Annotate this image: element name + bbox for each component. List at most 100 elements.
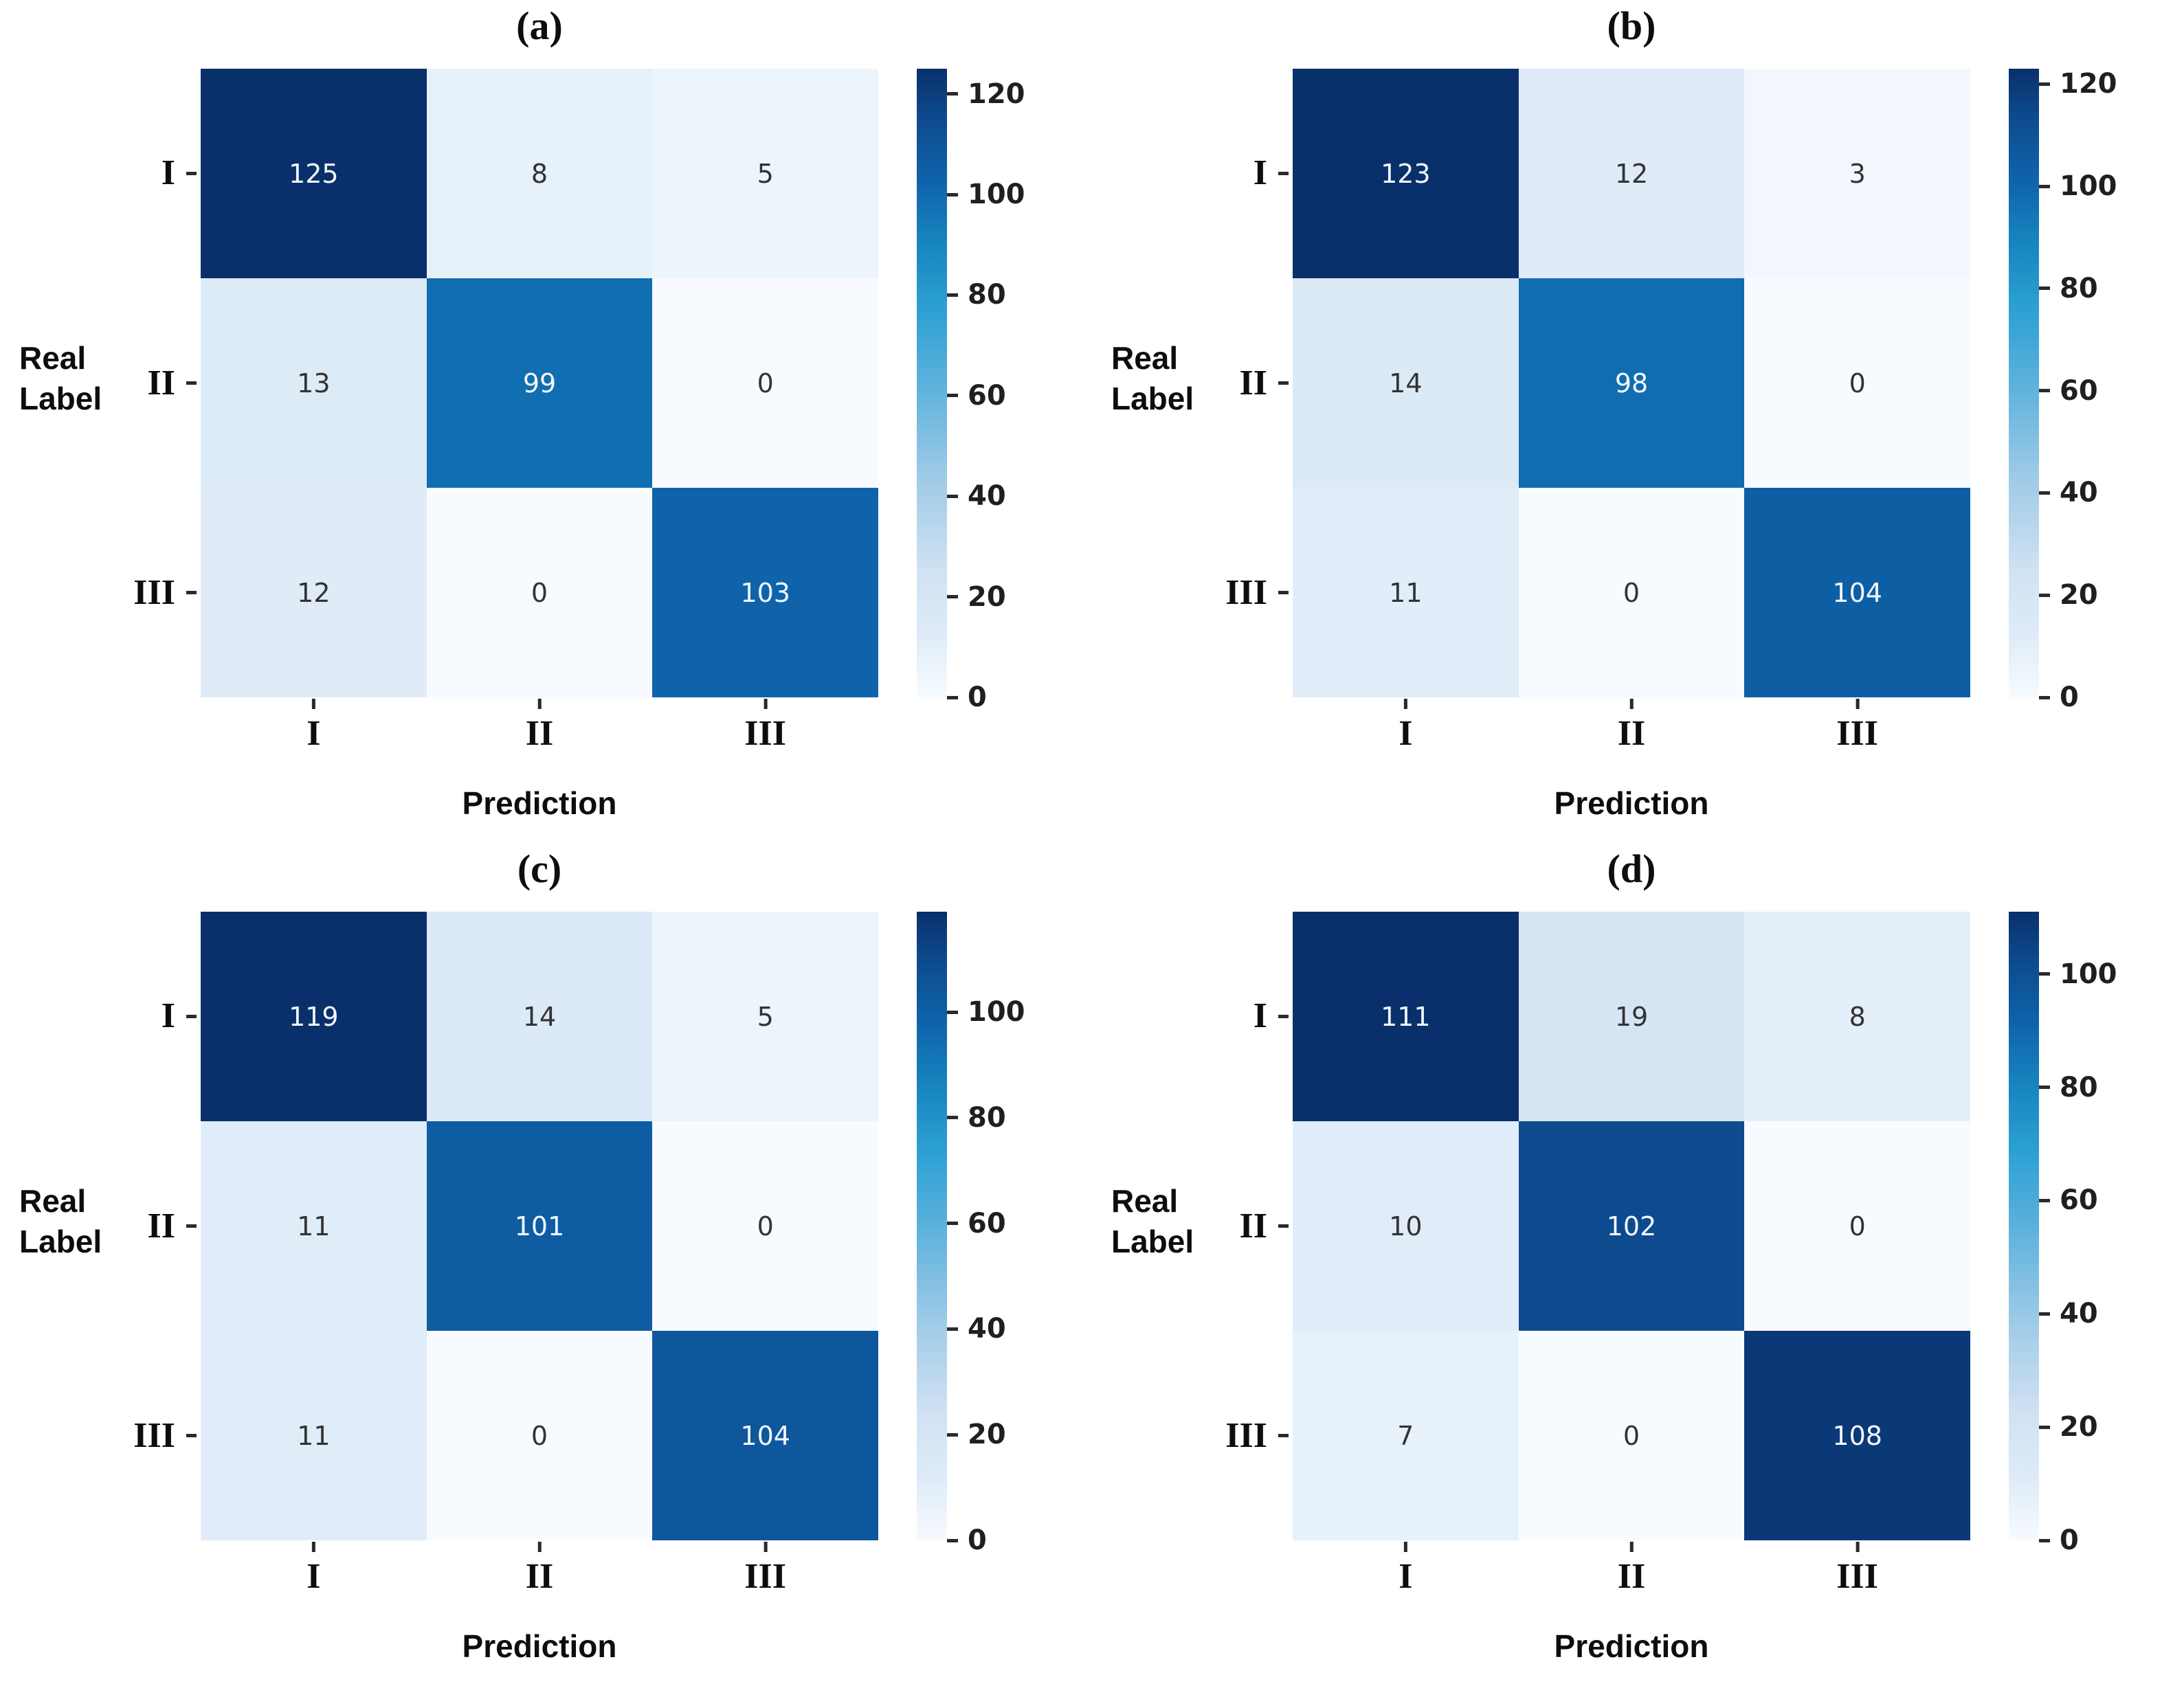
heatmap-cell: 10 <box>1293 1121 1519 1331</box>
heatmap-cell: 12 <box>1518 69 1745 278</box>
y-tick-label: III <box>1225 574 1289 611</box>
colorbar-tick-label: 40 <box>2039 479 2098 506</box>
heatmap-cell: 3 <box>1744 69 1970 278</box>
x-tick-labels: I II III <box>201 699 878 781</box>
colorbar: 100 80 60 40 20 0 <box>917 912 1025 1554</box>
heatmap-cell: 11 <box>201 1121 427 1331</box>
colorbar-ticks: 120 100 80 60 40 20 0 <box>917 69 1025 711</box>
heatmap-cell: 111 <box>1293 912 1519 1121</box>
colorbar-tick-label: 40 <box>2039 1300 2098 1327</box>
x-tick-label: I <box>307 1542 320 1595</box>
panel-title: (c) <box>517 846 562 891</box>
panel-b: (b) Real Label I II III 123 12 3 14 98 0 11 0 104 … <box>1092 0 2184 843</box>
colorbar-gradient <box>2009 912 2039 1540</box>
heatmap-cell: 0 <box>1744 1121 1970 1331</box>
y-axis-title: Real Label <box>1111 340 1194 416</box>
heatmap-cell: 12 <box>201 488 427 697</box>
x-tick-label: III <box>744 699 786 752</box>
heatmap-cell: 5 <box>652 912 878 1121</box>
heatmap-cell: 13 <box>201 278 427 488</box>
colorbar-tick-label: 60 <box>947 382 1006 409</box>
panel-title: (b) <box>1607 3 1656 48</box>
colorbar-tick-label: 80 <box>947 281 1006 308</box>
y-tick-label: III <box>1225 1417 1289 1454</box>
y-tick-labels: I II III <box>0 912 198 1540</box>
y-tick-label: II <box>1240 365 1289 401</box>
heatmap-cell: 8 <box>426 69 653 278</box>
y-tick-label: I <box>1253 998 1289 1034</box>
y-tick-label: I <box>1253 155 1289 191</box>
colorbar-tick-label: 100 <box>2039 172 2117 200</box>
colorbar-gradient <box>917 69 947 697</box>
colorbar-tick-label: 60 <box>2039 377 2098 405</box>
colorbar-tick-label: 100 <box>947 998 1025 1026</box>
colorbar-tick-label: 40 <box>947 482 1006 510</box>
colorbar-ticks: 100 80 60 40 20 0 <box>917 912 1025 1554</box>
panel-title: (a) <box>516 3 563 48</box>
confusion-matrix-heatmap: 119 14 5 11 101 0 11 0 104 <box>201 912 878 1540</box>
colorbar-tick-label: 0 <box>2039 684 2079 711</box>
y-tick-label: II <box>1240 1208 1289 1244</box>
x-tick-label: II <box>1618 1542 1645 1595</box>
colorbar-tick-label: 120 <box>947 80 1025 108</box>
colorbar-tick-label: 0 <box>947 684 987 711</box>
heatmap-cell: 8 <box>1744 912 1970 1121</box>
colorbar: 120 100 80 60 40 20 0 <box>2009 69 2117 711</box>
heatmap-cell: 0 <box>1744 278 1970 488</box>
x-axis-title: Prediction <box>1554 1628 1709 1664</box>
colorbar-ticks: 120 100 80 60 40 20 0 <box>2009 69 2117 711</box>
heatmap-cell: 11 <box>1293 488 1519 697</box>
y-axis-title: Real Label <box>19 340 102 416</box>
colorbar-ticks: 100 80 60 40 20 0 <box>2009 912 2117 1554</box>
colorbar-tick-label: 20 <box>947 583 1006 611</box>
colorbar-tick-label: 100 <box>947 181 1025 208</box>
y-tick-label: III <box>133 574 197 611</box>
heatmap-cell: 119 <box>201 912 427 1121</box>
heatmap-cell: 0 <box>426 1331 653 1540</box>
y-axis-title: Real Label <box>1111 1183 1194 1259</box>
heatmap-cell: 0 <box>426 488 653 697</box>
heatmap-cell: 0 <box>1518 488 1745 697</box>
heatmap-cell: 14 <box>426 912 653 1121</box>
panel-a: (a) Real Label I II III 125 8 5 13 99 0 12 0 103 I… <box>0 0 1092 843</box>
confusion-matrix-heatmap: 123 12 3 14 98 0 11 0 104 <box>1293 69 1970 697</box>
colorbar-tick-label: 20 <box>2039 581 2098 609</box>
heatmap-cell: 104 <box>1744 488 1970 697</box>
x-axis-title: Prediction <box>462 1628 617 1664</box>
heatmap-cell: 5 <box>652 69 878 278</box>
confusion-matrix-heatmap: 125 8 5 13 99 0 12 0 103 <box>201 69 878 697</box>
x-tick-label: III <box>1836 699 1878 752</box>
y-tick-label: I <box>161 998 197 1034</box>
heatmap-cell: 125 <box>201 69 427 278</box>
x-axis-title: Prediction <box>462 785 617 821</box>
panel-title: (d) <box>1607 846 1656 891</box>
x-tick-label: I <box>1399 1542 1412 1595</box>
heatmap-cell: 104 <box>652 1331 878 1540</box>
heatmap-cell: 98 <box>1518 278 1745 488</box>
heatmap-cell: 103 <box>652 488 878 697</box>
x-tick-label: I <box>1399 699 1412 752</box>
colorbar-gradient <box>2009 69 2039 697</box>
colorbar-gradient <box>917 912 947 1540</box>
x-tick-label: III <box>1836 1542 1878 1595</box>
x-axis-title: Prediction <box>1554 785 1709 821</box>
x-tick-label: I <box>307 699 320 752</box>
colorbar-tick-label: 120 <box>2039 70 2117 98</box>
heatmap-cell: 0 <box>652 1121 878 1331</box>
heatmap-cell: 0 <box>652 278 878 488</box>
colorbar-tick-label: 100 <box>2039 960 2117 988</box>
colorbar: 120 100 80 60 40 20 0 <box>917 69 1025 711</box>
colorbar-tick-label: 80 <box>2039 1074 2098 1101</box>
y-tick-labels: I II III <box>1092 69 1290 697</box>
colorbar-tick-label: 80 <box>2039 275 2098 302</box>
heatmap-cell: 123 <box>1293 69 1519 278</box>
panel-d: (d) Real Label I II III 111 19 8 10 102 0 7 0 108 … <box>1092 843 2184 1686</box>
y-tick-label: II <box>148 1208 197 1244</box>
heatmap-cell: 0 <box>1518 1331 1745 1540</box>
colorbar-tick-label: 0 <box>947 1527 987 1554</box>
x-tick-label: II <box>1618 699 1645 752</box>
x-tick-label: III <box>744 1542 786 1595</box>
heatmap-cell: 14 <box>1293 278 1519 488</box>
y-tick-label: III <box>133 1417 197 1454</box>
x-tick-labels: I II III <box>201 1542 878 1624</box>
